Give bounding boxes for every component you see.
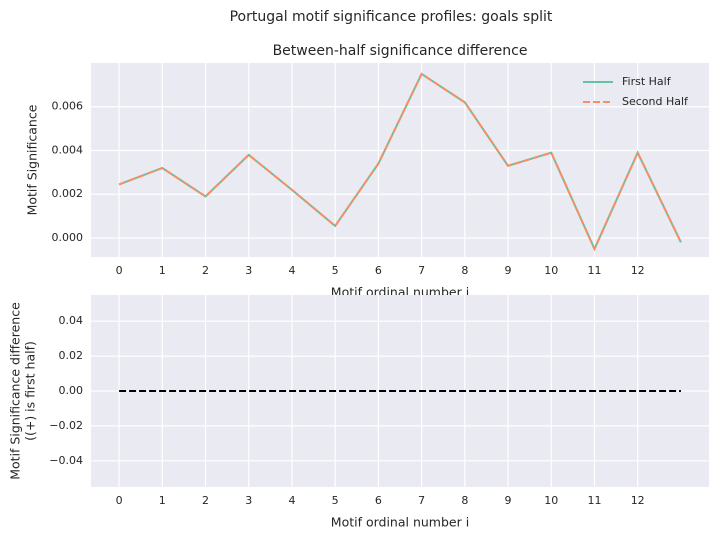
plot-area: [91, 63, 709, 257]
x-tick-label: 4: [288, 494, 295, 507]
x-tick-label: 11: [587, 264, 601, 277]
x-tick-label: 1: [159, 264, 166, 277]
x-tick-label: 10: [544, 494, 558, 507]
x-tick-label: 9: [505, 494, 512, 507]
legend-label: Second Half: [622, 95, 689, 108]
x-tick-label: 10: [544, 264, 558, 277]
x-tick-label: 2: [202, 494, 209, 507]
axes-title: Between-half significance difference: [273, 43, 528, 59]
x-axis-label: Motif ordinal number i: [331, 515, 469, 530]
y-tick-label: 0.006: [52, 100, 84, 113]
x-tick-label: 0: [116, 494, 123, 507]
y-tick-label: 0.02: [59, 349, 84, 362]
x-tick-label: 4: [288, 264, 295, 277]
x-tick-label: 1: [159, 494, 166, 507]
legend-label: First Half: [622, 75, 672, 88]
y-tick-label: −0.02: [49, 419, 83, 432]
x-tick-label: 2: [202, 264, 209, 277]
x-tick-label: 5: [332, 494, 339, 507]
x-tick-label: 5: [332, 264, 339, 277]
x-tick-label: 0: [116, 264, 123, 277]
figure-title: Portugal motif significance profiles: go…: [230, 9, 553, 25]
y-tick-label: 0.00: [59, 384, 84, 397]
x-tick-label: 6: [375, 494, 382, 507]
y-axis-label: ((+) is first half): [23, 341, 38, 441]
x-tick-label: 6: [375, 264, 382, 277]
x-tick-label: 7: [418, 494, 425, 507]
y-tick-label: 0.002: [52, 187, 84, 200]
x-tick-label: 12: [631, 264, 645, 277]
y-tick-label: 0.004: [52, 143, 84, 156]
y-axis-label: Motif Significance: [25, 104, 40, 215]
x-tick-label: 3: [245, 264, 252, 277]
y-axis-label: Motif Significance difference: [8, 302, 23, 480]
x-tick-label: 8: [461, 494, 468, 507]
series-line: [118, 72, 682, 252]
x-tick-label: 8: [461, 264, 468, 277]
x-tick-label: 9: [505, 264, 512, 277]
y-tick-label: 0.000: [52, 231, 84, 244]
x-tick-label: 3: [245, 494, 252, 507]
x-tick-label: 11: [587, 494, 601, 507]
y-tick-label: 0.04: [59, 314, 84, 327]
x-tick-label: 12: [631, 494, 645, 507]
y-tick-label: −0.04: [49, 454, 83, 467]
x-tick-label: 7: [418, 264, 425, 277]
